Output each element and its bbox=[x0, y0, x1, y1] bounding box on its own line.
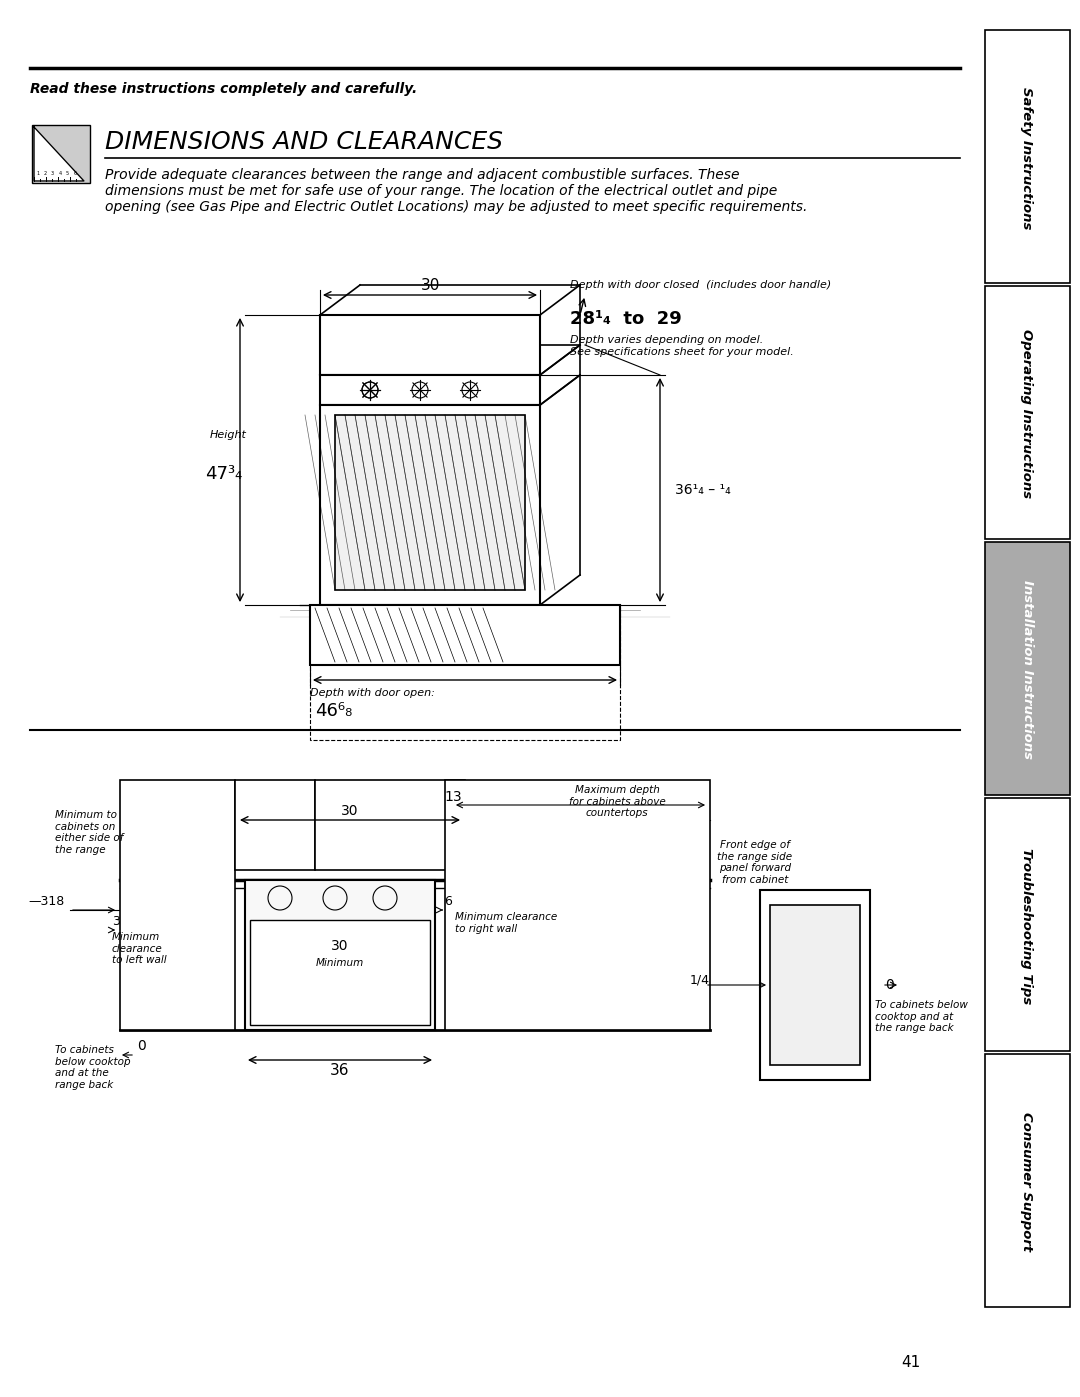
Text: 28¹₄  to  29: 28¹₄ to 29 bbox=[570, 310, 681, 328]
Text: —318: —318 bbox=[29, 895, 65, 908]
Text: 36: 36 bbox=[330, 1063, 350, 1078]
Text: 41: 41 bbox=[901, 1355, 920, 1370]
Text: 2: 2 bbox=[43, 170, 46, 176]
Text: 6: 6 bbox=[73, 170, 77, 176]
Text: 36¹₄ – ¹₄: 36¹₄ – ¹₄ bbox=[675, 483, 731, 497]
Text: 30: 30 bbox=[332, 939, 349, 953]
Bar bbox=[985, 542, 1070, 795]
Text: Maximum depth
for cabinets above
countertops: Maximum depth for cabinets above counter… bbox=[569, 785, 665, 819]
Text: Height: Height bbox=[210, 430, 247, 440]
Text: 0: 0 bbox=[137, 1039, 146, 1053]
Text: 3: 3 bbox=[51, 170, 54, 176]
Text: 1/4: 1/4 bbox=[690, 974, 710, 986]
Bar bbox=[310, 605, 620, 665]
Polygon shape bbox=[33, 127, 84, 182]
Bar bbox=[985, 29, 1070, 284]
Text: Front edge of
the range side
panel forward
from cabinet: Front edge of the range side panel forwa… bbox=[717, 840, 793, 886]
Text: 4: 4 bbox=[58, 170, 62, 176]
Text: Safety Instructions: Safety Instructions bbox=[1021, 87, 1034, 229]
Text: DIMENSIONS AND CLEARANCES: DIMENSIONS AND CLEARANCES bbox=[105, 130, 503, 154]
Bar bbox=[315, 780, 465, 870]
Bar bbox=[320, 314, 540, 374]
Bar bbox=[235, 780, 315, 870]
Text: Read these instructions completely and carefully.: Read these instructions completely and c… bbox=[30, 82, 417, 96]
Bar bbox=[245, 880, 435, 1030]
Bar bbox=[32, 124, 90, 183]
Bar bbox=[320, 405, 540, 605]
Bar bbox=[985, 798, 1070, 1051]
Text: Minimum
clearance
to left wall: Minimum clearance to left wall bbox=[112, 932, 166, 965]
Text: Depth varies depending on model.
See specifications sheet for your model.: Depth varies depending on model. See spe… bbox=[570, 335, 794, 356]
Text: 1: 1 bbox=[36, 170, 39, 176]
Bar bbox=[985, 286, 1070, 539]
Bar bbox=[445, 780, 710, 1030]
Text: Provide adequate clearances between the range and adjacent combustible surfaces.: Provide adequate clearances between the … bbox=[105, 168, 808, 214]
Text: Minimum clearance
to right wall: Minimum clearance to right wall bbox=[455, 912, 557, 933]
Bar bbox=[985, 1053, 1070, 1308]
Text: 3: 3 bbox=[112, 915, 120, 928]
Bar bbox=[335, 415, 525, 590]
Text: 46⁶₈: 46⁶₈ bbox=[315, 703, 352, 719]
Text: 30: 30 bbox=[341, 805, 359, 819]
Bar bbox=[310, 605, 620, 740]
Bar bbox=[320, 374, 540, 405]
Text: 5: 5 bbox=[66, 170, 69, 176]
Text: Minimum: Minimum bbox=[315, 958, 364, 968]
Text: 30: 30 bbox=[420, 278, 440, 293]
Bar bbox=[760, 890, 870, 1080]
Text: Installation Instructions: Installation Instructions bbox=[1021, 581, 1034, 760]
Text: Depth with door closed  (includes door handle): Depth with door closed (includes door ha… bbox=[570, 279, 832, 291]
Text: 6: 6 bbox=[444, 895, 451, 908]
Text: Minimum to
cabinets on
either side of
the range: Minimum to cabinets on either side of th… bbox=[55, 810, 123, 855]
Text: 13: 13 bbox=[444, 789, 462, 805]
Bar bbox=[120, 780, 235, 1030]
Text: 47³₄: 47³₄ bbox=[205, 465, 242, 483]
Bar bbox=[770, 905, 860, 1065]
Bar bbox=[249, 921, 430, 1025]
Text: Operating Instructions: Operating Instructions bbox=[1021, 330, 1034, 499]
Text: To cabinets below
cooktop and at
the range back: To cabinets below cooktop and at the ran… bbox=[875, 1000, 968, 1034]
Text: To cabinets
below cooktop
and at the
range back: To cabinets below cooktop and at the ran… bbox=[55, 1045, 131, 1090]
Text: Consumer Support: Consumer Support bbox=[1021, 1112, 1034, 1252]
Text: Depth with door open:: Depth with door open: bbox=[310, 687, 435, 698]
Text: 0: 0 bbox=[885, 978, 894, 992]
Text: Troubleshooting Tips: Troubleshooting Tips bbox=[1021, 848, 1034, 1004]
